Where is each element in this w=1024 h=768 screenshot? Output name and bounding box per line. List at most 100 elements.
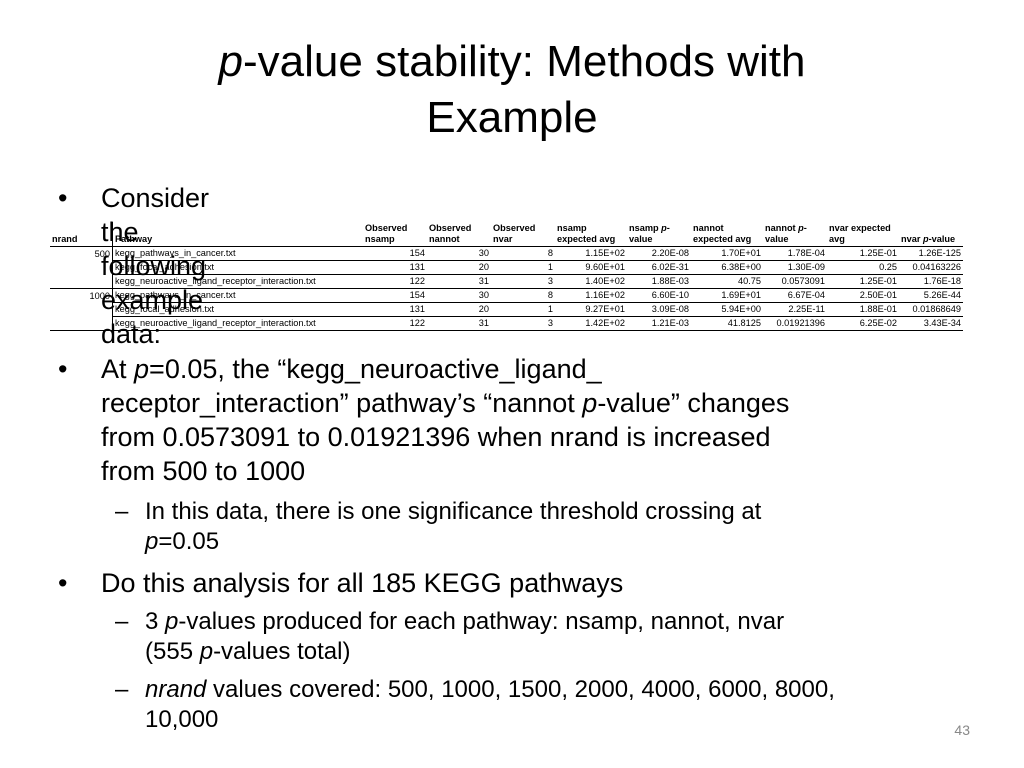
sub-line: p=0.05	[145, 528, 220, 555]
cell-nvar-p: 5.26E-44	[899, 288, 963, 303]
cell-nsamp-p: 6.60E-10	[627, 288, 691, 303]
table-row: 1000 kegg_pathways_in_cancer.txt 154 30 …	[50, 288, 963, 303]
cell-obs-nannot: 20	[427, 260, 491, 275]
header-observed-nvar: Observed nvar	[491, 222, 555, 247]
cell-nannot-exp: 6.38E+00	[691, 260, 763, 275]
cell-nrand	[50, 303, 113, 317]
bullet-dot: •	[58, 183, 68, 213]
cell-nvar-p: 1.76E-18	[899, 274, 963, 289]
bullet-text: Do this analysis for all 185 KEGG pathwa…	[101, 568, 624, 598]
title-line-2: Example	[426, 93, 598, 142]
cell-nrand	[50, 261, 113, 275]
cell-nsamp-exp: 1.15E+02	[555, 246, 627, 261]
sub-text: nrand values covered: 500, 1000, 1500, 2…	[145, 675, 995, 735]
cell-pathway: kegg_neuroactive_ligand_receptor_interac…	[112, 274, 363, 289]
cell-obs-nsamp: 154	[363, 288, 427, 303]
cell-obs-nannot: 30	[427, 246, 491, 261]
cell-nvar-exp: 6.25E-02	[827, 316, 899, 331]
sub-text: In this data, there is one significance …	[145, 497, 965, 557]
page-number: 43	[954, 722, 970, 738]
bullet-line: At p=0.05, the “kegg_neuroactive_ligand_	[101, 354, 602, 384]
cell-nsamp-exp: 1.16E+02	[555, 288, 627, 303]
bullet-text: At p=0.05, the “kegg_neuroactive_ligand_…	[101, 352, 981, 488]
cell-nannot-exp: 1.69E+01	[691, 288, 763, 303]
header-nsamp-expected: nsamp expected avg	[555, 222, 627, 247]
cell-nvar-exp: 0.25	[827, 260, 899, 275]
cell-pathway: kegg_focal_adhesion.txt	[112, 302, 363, 317]
cell-obs-nsamp: 131	[363, 260, 427, 275]
table-row: 500 kegg_pathways_in_cancer.txt 154 30 8…	[50, 246, 963, 261]
cell-nsamp-exp: 9.60E+01	[555, 260, 627, 275]
sub-line: nrand values covered: 500, 1000, 1500, 2…	[145, 676, 835, 703]
title-p-italic: p	[218, 37, 243, 86]
sub-dash: –	[115, 498, 129, 525]
header-observed-nsamp: Observed nsamp	[363, 222, 427, 247]
title-text-1: -value stability: Methods with	[243, 37, 806, 86]
cell-obs-nsamp: 154	[363, 246, 427, 261]
cell-nrand	[50, 316, 113, 331]
cell-obs-nsamp: 122	[363, 316, 427, 331]
cell-obs-nsamp: 122	[363, 274, 427, 289]
header-nvar-expected: nvar expected avg	[827, 222, 899, 247]
sub-line: (555 p-values total)	[145, 638, 351, 665]
cell-nrand: 1000	[50, 288, 113, 303]
sub-line: 10,000	[145, 706, 219, 733]
bullet-dot: •	[58, 354, 68, 384]
table-row: kegg_neuroactive_ligand_receptor_interac…	[50, 274, 963, 289]
table-row: kegg_focal_adhesion.txt 131 20 1 9.60E+0…	[50, 260, 963, 275]
cell-nvar-p: 1.26E-125	[899, 246, 963, 261]
cell-obs-nannot: 31	[427, 274, 491, 289]
example-data-table: nrand Pathway Observed nsamp Observed nann…	[50, 222, 963, 331]
cell-nsamp-p: 1.88E-03	[627, 274, 691, 289]
cell-pathway: kegg_neuroactive_ligand_receptor_interac…	[112, 316, 363, 331]
cell-obs-nvar: 1	[491, 302, 555, 317]
header-nannot-expected: nannot expected avg	[691, 222, 763, 247]
cell-obs-nannot: 30	[427, 288, 491, 303]
cell-nannot-p: 2.25E-11	[763, 302, 827, 317]
cell-nannot-exp: 41.8125	[691, 316, 763, 331]
header-nannot-pvalue: nannot p-value	[763, 222, 827, 247]
cell-pathway: kegg_focal_adhesion.txt	[112, 260, 363, 275]
cell-pathway: kegg_pathways_in_cancer.txt	[112, 288, 363, 303]
cell-obs-nvar: 8	[491, 246, 555, 261]
cell-obs-nvar: 8	[491, 288, 555, 303]
header-nvar-pvalue: nvar p-value	[899, 222, 963, 247]
cell-nvar-exp: 1.88E-01	[827, 302, 899, 317]
cell-nannot-p: 0.0573091	[763, 274, 827, 289]
table-row: kegg_neuroactive_ligand_receptor_interac…	[50, 316, 963, 331]
cell-nsamp-p: 6.02E-31	[627, 260, 691, 275]
cell-nsamp-p: 2.20E-08	[627, 246, 691, 261]
cell-nannot-p: 1.78E-04	[763, 246, 827, 261]
table-header-row: nrand Pathway Observed nsamp Observed nann…	[50, 222, 963, 247]
sub-dash: –	[115, 676, 129, 703]
bullet-line: from 0.0573091 to 0.01921396 when nrand …	[101, 422, 771, 452]
cell-nannot-p: 6.67E-04	[763, 288, 827, 303]
cell-nsamp-exp: 9.27E+01	[555, 302, 627, 317]
header-observed-nannot: Observed nannot	[427, 222, 491, 247]
cell-nvar-p: 0.04163226	[899, 260, 963, 275]
cell-nvar-exp: 1.25E-01	[827, 274, 899, 289]
cell-obs-nvar: 3	[491, 316, 555, 331]
bullet-line: receptor_interaction” pathway’s “nannot …	[101, 388, 790, 418]
cell-nvar-exp: 1.25E-01	[827, 246, 899, 261]
cell-nvar-p: 0.01868649	[899, 302, 963, 317]
sub-line: In this data, there is one significance …	[145, 498, 762, 525]
sub-line: 3 p-values produced for each pathway: ns…	[145, 608, 785, 635]
cell-obs-nannot: 20	[427, 302, 491, 317]
slide-title: p-value stability: Methods with Example	[90, 34, 934, 146]
cell-nsamp-p: 3.09E-08	[627, 302, 691, 317]
bullet-line: from 500 to 1000	[101, 456, 306, 486]
cell-nannot-exp: 40.75	[691, 274, 763, 289]
cell-nsamp-p: 1.21E-03	[627, 316, 691, 331]
header-nrand: nrand	[50, 222, 113, 247]
sub-dash: –	[115, 608, 129, 635]
cell-nannot-exp: 1.70E+01	[691, 246, 763, 261]
cell-nvar-exp: 2.50E-01	[827, 288, 899, 303]
cell-obs-nvar: 3	[491, 274, 555, 289]
cell-nannot-exp: 5.94E+00	[691, 302, 763, 317]
cell-obs-nannot: 31	[427, 316, 491, 331]
cell-pathway: kegg_pathways_in_cancer.txt	[112, 246, 363, 261]
sub-text: 3 p-values produced for each pathway: ns…	[145, 607, 965, 667]
cell-nrand: 500	[50, 246, 113, 261]
title-line-1: p-value stability: Methods with	[90, 34, 934, 90]
